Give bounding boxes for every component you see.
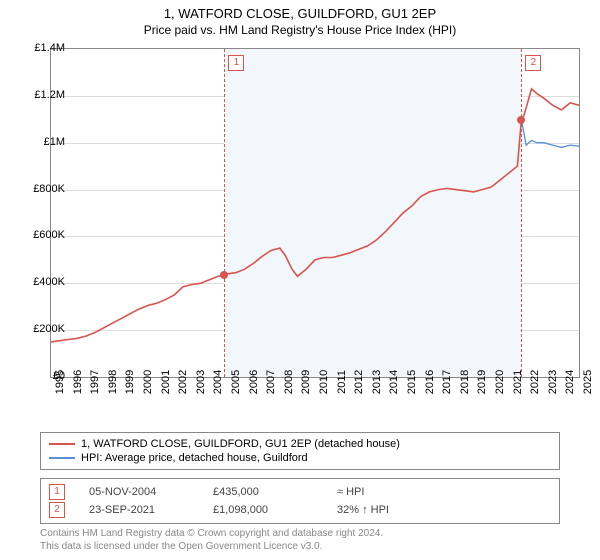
legend-item: HPI: Average price, detached house, Guil… bbox=[49, 451, 551, 465]
chart-plot-area: 12 bbox=[50, 48, 580, 378]
sale-diff: 32% ↑ HPI bbox=[337, 504, 437, 516]
x-tick-label: 2024 bbox=[564, 370, 576, 394]
legend-label: 1, WATFORD CLOSE, GUILDFORD, GU1 2EP (de… bbox=[81, 438, 400, 450]
x-tick-label: 1996 bbox=[72, 370, 84, 394]
series-hpi bbox=[521, 120, 579, 148]
series-property bbox=[51, 89, 579, 342]
y-tick-label: £1.2M bbox=[17, 89, 65, 101]
sale-date: 05-NOV-2004 bbox=[89, 486, 189, 498]
sales-table: 1 05-NOV-2004 £435,000 ≈ HPI 2 23-SEP-2021 £1,… bbox=[40, 478, 560, 524]
x-tick-label: 2019 bbox=[476, 370, 488, 394]
x-tick-label: 2021 bbox=[512, 370, 524, 394]
x-tick-label: 2010 bbox=[318, 370, 330, 394]
x-tick-label: 2004 bbox=[212, 370, 224, 394]
x-tick-label: 2000 bbox=[142, 370, 154, 394]
x-tick-label: 2008 bbox=[283, 370, 295, 394]
chart-lines bbox=[51, 49, 579, 377]
x-tick-label: 2015 bbox=[406, 370, 418, 394]
legend-box: 1, WATFORD CLOSE, GUILDFORD, GU1 2EP (de… bbox=[40, 432, 560, 470]
x-tick-label: 2022 bbox=[529, 370, 541, 394]
sale-row: 2 23-SEP-2021 £1,098,000 32% ↑ HPI bbox=[49, 501, 551, 519]
footer-line2: This data is licensed under the Open Gov… bbox=[40, 541, 383, 554]
x-tick-label: 2017 bbox=[441, 370, 453, 394]
x-tick-label: 1999 bbox=[124, 370, 136, 394]
sale-row: 1 05-NOV-2004 £435,000 ≈ HPI bbox=[49, 483, 551, 501]
sale-date: 23-SEP-2021 bbox=[89, 504, 189, 516]
title-line2: Price paid vs. HM Land Registry's House … bbox=[0, 23, 600, 37]
y-tick-label: £400K bbox=[17, 276, 65, 288]
sale-diff: ≈ HPI bbox=[337, 486, 437, 498]
legend-item: 1, WATFORD CLOSE, GUILDFORD, GU1 2EP (de… bbox=[49, 437, 551, 451]
legend-swatch bbox=[49, 457, 75, 459]
x-tick-label: 1998 bbox=[107, 370, 119, 394]
sale-price: £1,098,000 bbox=[213, 504, 313, 516]
sale-price: £435,000 bbox=[213, 486, 313, 498]
y-tick-label: £800K bbox=[17, 183, 65, 195]
x-tick-label: 2001 bbox=[160, 370, 172, 394]
x-tick-label: 2016 bbox=[424, 370, 436, 394]
y-tick-label: £600K bbox=[17, 229, 65, 241]
x-tick-label: 2025 bbox=[582, 370, 594, 394]
x-tick-label: 2013 bbox=[371, 370, 383, 394]
sale-dot bbox=[220, 271, 228, 279]
x-tick-label: 2006 bbox=[248, 370, 260, 394]
x-tick-label: 2023 bbox=[547, 370, 559, 394]
x-tick-label: 2002 bbox=[177, 370, 189, 394]
x-tick-label: 2011 bbox=[336, 370, 348, 394]
y-tick-label: £1M bbox=[17, 136, 65, 148]
x-tick-label: 2009 bbox=[300, 370, 312, 394]
sale-row-marker: 2 bbox=[49, 502, 65, 518]
x-tick-label: 2003 bbox=[195, 370, 207, 394]
x-tick-label: 1997 bbox=[89, 370, 101, 394]
x-tick-label: 2007 bbox=[265, 370, 277, 394]
y-tick-label: £1.4M bbox=[17, 42, 65, 54]
title-line1: 1, WATFORD CLOSE, GUILDFORD, GU1 2EP bbox=[0, 6, 600, 21]
footer-attribution: Contains HM Land Registry data © Crown c… bbox=[40, 528, 383, 553]
x-tick-label: 2018 bbox=[459, 370, 471, 394]
x-tick-label: 2014 bbox=[388, 370, 400, 394]
sale-row-marker: 1 bbox=[49, 484, 65, 500]
legend-label: HPI: Average price, detached house, Guil… bbox=[81, 452, 308, 464]
y-tick-label: £200K bbox=[17, 323, 65, 335]
x-tick-label: 2020 bbox=[494, 370, 506, 394]
x-tick-label: 2005 bbox=[230, 370, 242, 394]
x-tick-label: 1995 bbox=[54, 370, 66, 394]
x-tick-label: 2012 bbox=[353, 370, 365, 394]
footer-line1: Contains HM Land Registry data © Crown c… bbox=[40, 528, 383, 541]
legend-swatch bbox=[49, 443, 75, 445]
sale-dot bbox=[517, 116, 525, 124]
